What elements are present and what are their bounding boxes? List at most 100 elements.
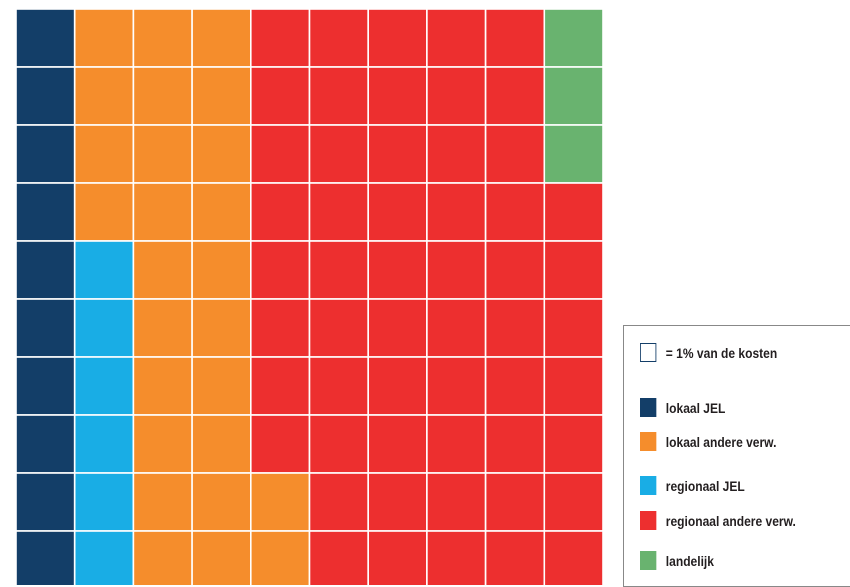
waffle-cell-regionaal-andere-verw bbox=[484, 298, 546, 358]
waffle-cell-regionaal-andere-verw bbox=[543, 182, 604, 242]
waffle-cell-regionaal-andere-verw bbox=[426, 414, 487, 474]
waffle-cell-regionaal-andere-verw bbox=[543, 530, 604, 585]
waffle-cell-regionaal-andere-verw bbox=[426, 530, 487, 585]
waffle-cell-lokaal-andere-verw bbox=[250, 530, 311, 585]
waffle-cell-regionaal-jel bbox=[73, 298, 135, 358]
legend-unit-item: = 1% van de kosten bbox=[640, 343, 777, 362]
waffle-cell-regionaal-andere-verw bbox=[367, 414, 428, 474]
waffle-cell-regionaal-andere-verw bbox=[367, 356, 428, 416]
waffle-cell-lokaal-andere-verw bbox=[132, 530, 193, 585]
legend: = 1% van de kosten lokaal JEL lokaal and… bbox=[623, 325, 850, 587]
waffle-cell-lokaal-andere-verw bbox=[191, 472, 252, 532]
waffle-cell-lokaal-jel bbox=[15, 414, 76, 474]
waffle-cell-lokaal-jel bbox=[15, 472, 76, 532]
legend-unit-swatch bbox=[640, 343, 657, 362]
waffle-cell-regionaal-andere-verw bbox=[367, 66, 428, 126]
waffle-cell-regionaal-andere-verw bbox=[250, 182, 311, 242]
waffle-cell-regionaal-andere-verw bbox=[308, 66, 370, 126]
waffle-cell-regionaal-jel bbox=[73, 530, 135, 585]
legend-label-landelijk: landelijk bbox=[665, 552, 714, 569]
waffle-cell-regionaal-andere-verw bbox=[426, 124, 487, 184]
waffle-cell-regionaal-andere-verw bbox=[484, 414, 546, 474]
waffle-cell-regionaal-andere-verw bbox=[308, 298, 370, 358]
waffle-cell-lokaal-andere-verw bbox=[132, 8, 193, 68]
waffle-cell-lokaal-andere-verw bbox=[191, 298, 252, 358]
legend-item-lokaal-andere: lokaal andere verw. bbox=[640, 432, 776, 451]
waffle-cell-regionaal-jel bbox=[73, 472, 135, 532]
waffle-cell-regionaal-andere-verw bbox=[367, 240, 428, 300]
waffle-cell-lokaal-andere-verw bbox=[73, 66, 135, 126]
waffle-cell-regionaal-jel bbox=[73, 356, 135, 416]
legend-swatch-lokaal-andere bbox=[640, 432, 657, 451]
waffle-cell-lokaal-jel bbox=[15, 298, 76, 358]
legend-swatch-regionaal-andere bbox=[640, 511, 657, 530]
waffle-cell-lokaal-andere-verw bbox=[132, 66, 193, 126]
legend-label-lokaal-jel: lokaal JEL bbox=[665, 399, 726, 416]
waffle-cell-regionaal-andere-verw bbox=[484, 182, 546, 242]
waffle-cell-landelijk bbox=[543, 66, 604, 126]
legend-unit-label: = 1% van de kosten bbox=[665, 344, 778, 361]
waffle-cell-lokaal-andere-verw bbox=[191, 66, 252, 126]
legend-item-lokaal-jel: lokaal JEL bbox=[640, 398, 725, 417]
waffle-cell-lokaal-andere-verw bbox=[73, 8, 135, 68]
waffle-cell-regionaal-andere-verw bbox=[484, 356, 546, 416]
waffle-cell-regionaal-andere-verw bbox=[250, 240, 311, 300]
waffle-cell-regionaal-andere-verw bbox=[250, 298, 311, 358]
waffle-cell-regionaal-andere-verw bbox=[367, 472, 428, 532]
waffle-cell-regionaal-andere-verw bbox=[308, 530, 370, 585]
waffle-cell-regionaal-andere-verw bbox=[426, 472, 487, 532]
waffle-cell-lokaal-andere-verw bbox=[132, 240, 193, 300]
waffle-cell-regionaal-andere-verw bbox=[308, 240, 370, 300]
legend-swatch-regionaal-jel bbox=[640, 476, 657, 495]
legend-item-regionaal-jel: regionaal JEL bbox=[640, 476, 745, 495]
waffle-cell-lokaal-andere-verw bbox=[132, 356, 193, 416]
waffle-cell-regionaal-andere-verw bbox=[426, 182, 487, 242]
waffle-cell-regionaal-andere-verw bbox=[426, 356, 487, 416]
waffle-cell-lokaal-andere-verw bbox=[191, 530, 252, 585]
waffle-cell-lokaal-andere-verw bbox=[250, 472, 311, 532]
waffle-cell-lokaal-andere-verw bbox=[191, 182, 252, 242]
waffle-cell-regionaal-andere-verw bbox=[308, 356, 370, 416]
legend-swatch-landelijk bbox=[640, 551, 657, 570]
legend-label-regionaal-jel: regionaal JEL bbox=[665, 477, 745, 494]
waffle-cell-regionaal-andere-verw bbox=[250, 66, 311, 126]
waffle-cell-regionaal-andere-verw bbox=[250, 414, 311, 474]
waffle-chart bbox=[15, 8, 604, 585]
waffle-cell-regionaal-andere-verw bbox=[484, 8, 546, 68]
waffle-cell-lokaal-jel bbox=[15, 240, 76, 300]
waffle-cell-lokaal-jel bbox=[15, 356, 76, 416]
waffle-cell-regionaal-andere-verw bbox=[426, 66, 487, 126]
waffle-cell-regionaal-jel bbox=[73, 240, 135, 300]
waffle-cell-lokaal-andere-verw bbox=[132, 298, 193, 358]
waffle-cell-regionaal-andere-verw bbox=[308, 182, 370, 242]
waffle-cell-regionaal-andere-verw bbox=[367, 124, 428, 184]
waffle-cell-lokaal-andere-verw bbox=[191, 124, 252, 184]
waffle-cell-regionaal-andere-verw bbox=[484, 530, 546, 585]
waffle-cell-regionaal-andere-verw bbox=[426, 240, 487, 300]
waffle-cell-regionaal-andere-verw bbox=[367, 8, 428, 68]
waffle-cell-lokaal-andere-verw bbox=[73, 124, 135, 184]
waffle-cell-regionaal-andere-verw bbox=[308, 472, 370, 532]
waffle-cell-regionaal-andere-verw bbox=[250, 124, 311, 184]
waffle-cell-regionaal-andere-verw bbox=[484, 240, 546, 300]
waffle-cell-landelijk bbox=[543, 124, 604, 184]
waffle-cell-regionaal-andere-verw bbox=[367, 182, 428, 242]
legend-label-lokaal-andere: lokaal andere verw. bbox=[665, 433, 777, 450]
waffle-cell-regionaal-andere-verw bbox=[308, 414, 370, 474]
waffle-cell-regionaal-andere-verw bbox=[250, 356, 311, 416]
waffle-cell-regionaal-andere-verw bbox=[484, 472, 546, 532]
waffle-cell-lokaal-jel bbox=[15, 530, 76, 585]
waffle-cell-regionaal-andere-verw bbox=[426, 298, 487, 358]
waffle-cell-regionaal-andere-verw bbox=[367, 530, 428, 585]
waffle-cell-regionaal-andere-verw bbox=[543, 298, 604, 358]
waffle-cell-regionaal-andere-verw bbox=[543, 356, 604, 416]
waffle-cell-lokaal-andere-verw bbox=[191, 414, 252, 474]
waffle-cell-landelijk bbox=[543, 8, 604, 68]
waffle-cell-lokaal-andere-verw bbox=[132, 472, 193, 532]
waffle-cell-regionaal-andere-verw bbox=[484, 66, 546, 126]
waffle-cell-regionaal-andere-verw bbox=[426, 8, 487, 68]
legend-swatch-lokaal-jel bbox=[640, 398, 657, 417]
waffle-cell-lokaal-jel bbox=[15, 8, 76, 68]
waffle-cell-regionaal-andere-verw bbox=[484, 124, 546, 184]
waffle-cell-regionaal-andere-verw bbox=[308, 8, 370, 68]
